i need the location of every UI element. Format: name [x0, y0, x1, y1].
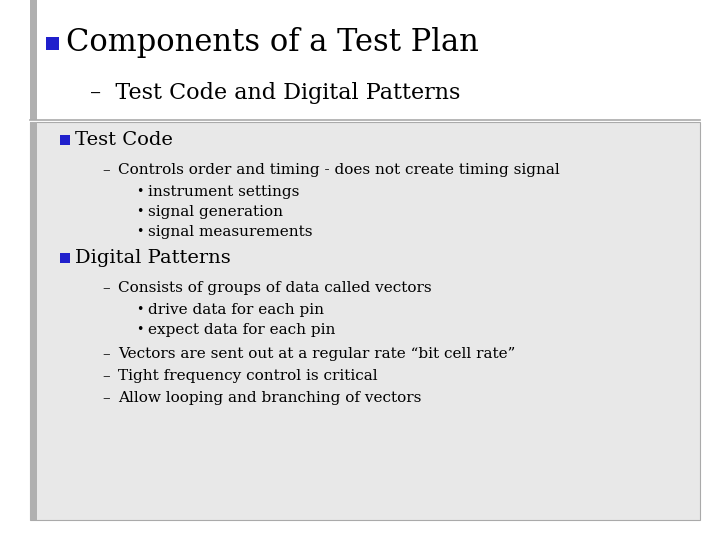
Bar [46, 37, 59, 50]
Text: Controls order and timing - does not create timing signal: Controls order and timing - does not cre… [118, 163, 559, 177]
Text: Tight frequency control is critical: Tight frequency control is critical [118, 369, 377, 383]
Text: Vectors are sent out at a regular rate “bit cell rate”: Vectors are sent out at a regular rate “… [118, 347, 516, 361]
Text: –: – [102, 347, 109, 361]
Text: •: • [136, 226, 143, 239]
Text: –  Test Code and Digital Patterns: – Test Code and Digital Patterns [90, 82, 460, 104]
Bar [30, 0, 37, 120]
Text: signal generation: signal generation [148, 205, 283, 219]
Bar [60, 253, 70, 263]
Text: Allow looping and branching of vectors: Allow looping and branching of vectors [118, 391, 421, 405]
Text: drive data for each pin: drive data for each pin [148, 303, 324, 317]
Text: •: • [136, 186, 143, 199]
Text: •: • [136, 323, 143, 336]
Bar [30, 122, 700, 520]
Text: •: • [136, 206, 143, 219]
Bar [60, 135, 70, 145]
Text: Components of a Test Plan: Components of a Test Plan [66, 28, 479, 58]
Text: Consists of groups of data called vectors: Consists of groups of data called vector… [118, 281, 431, 295]
Text: signal measurements: signal measurements [148, 225, 312, 239]
Text: –: – [102, 281, 109, 295]
Text: Digital Patterns: Digital Patterns [75, 249, 230, 267]
Bar [30, 122, 37, 520]
Text: –: – [102, 391, 109, 405]
Text: •: • [136, 303, 143, 316]
Text: Test Code: Test Code [75, 131, 173, 149]
Text: –: – [102, 163, 109, 177]
Text: instrument settings: instrument settings [148, 185, 300, 199]
Text: –: – [102, 369, 109, 383]
Text: expect data for each pin: expect data for each pin [148, 323, 336, 337]
